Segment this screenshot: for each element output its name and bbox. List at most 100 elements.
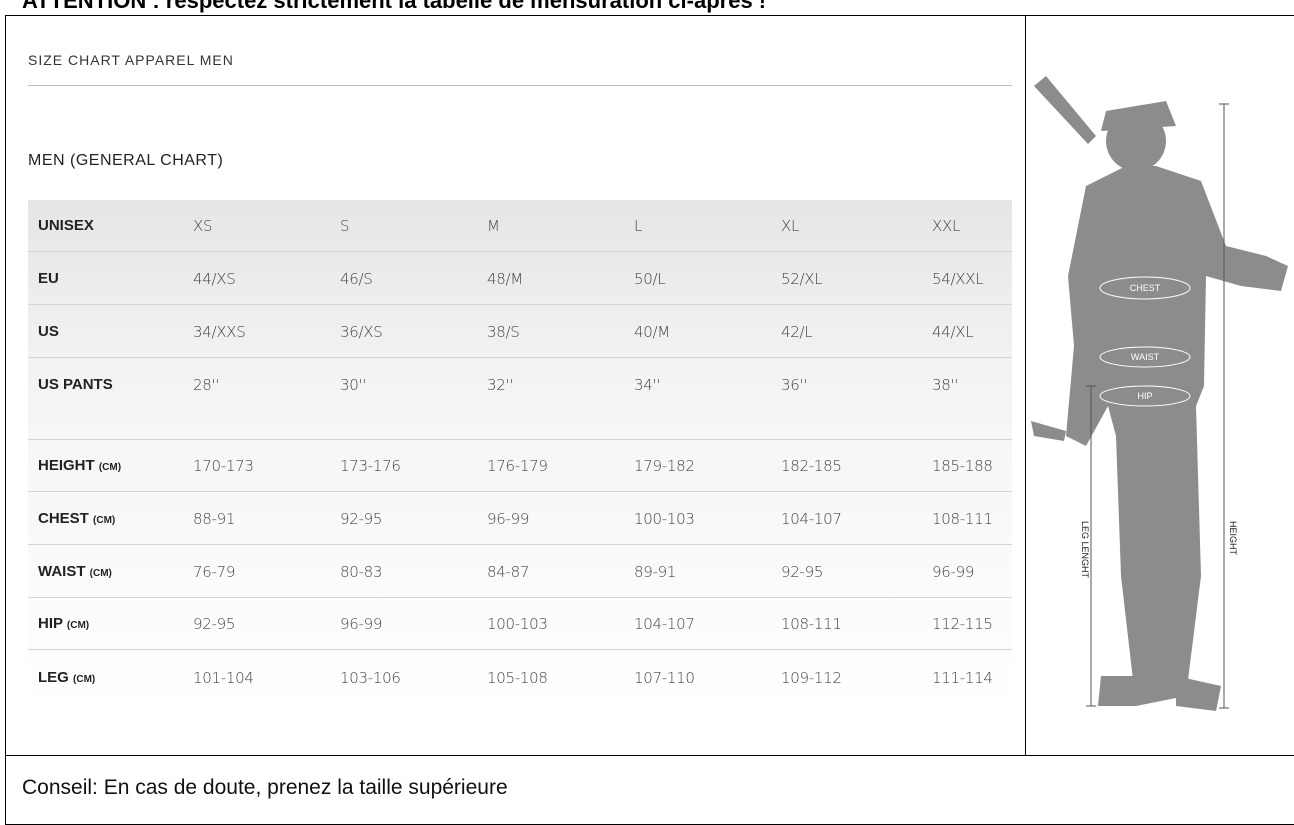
table-cell: 28'' [193,376,220,394]
table-cell: 32'' [487,376,514,394]
header-row: UNISEX XS S M L XL XXL [28,200,1012,252]
table-cell: 36'' [781,376,808,394]
row-label: HEIGHT (CM) [38,457,121,474]
table-cell: 80-83 [340,562,383,581]
row-label: CHEST (CM) [38,510,115,527]
chart-title: SIZE CHART APPAREL MEN [28,52,234,68]
table-cell: 88-91 [193,509,236,528]
table-cell: 52/XL [781,269,823,288]
table-cell: 92-95 [193,615,236,633]
table-cell: 44/XS [193,269,236,288]
table-cell: 92-95 [340,509,383,528]
table-cell: 44/XL [932,322,974,341]
table-cell: 50/L [634,269,666,288]
chart-subtitle: MEN (GENERAL CHART) [28,152,224,169]
table-cell: 76-79 [193,562,236,581]
table-cell: 103-106 [340,668,401,687]
header-label: UNISEX [38,217,94,234]
table-cell: 30'' [340,376,367,394]
silhouette [1031,76,1288,711]
table-cell: 111-114 [932,668,993,687]
table-cell: 38/S [487,322,520,341]
table-cell: 179-182 [634,457,695,475]
row-unit: (CM) [89,567,112,579]
row-label-text: US PANTS [38,376,113,393]
chest-label: CHEST [1130,283,1161,293]
footer-note: Conseil: En cas de doute, prenez la tail… [22,776,508,799]
table-cell: 40/M [634,322,670,341]
table-row: WAIST (CM) 76-79 80-83 84-87 89-91 92-95 96-99 [28,545,1012,598]
table-cell: 38'' [932,376,959,394]
table-cell: 112-115 [932,615,993,633]
header-cell: XXL [932,217,961,235]
row-unit: (CM) [66,620,90,631]
row-label: LEG (CM) [38,669,95,686]
header-cell: M [487,217,500,235]
figure: CHEST WAIST HIP LEG LENGHT HEIGHT [1031,76,1288,711]
table-cell: 107-110 [634,668,695,687]
row-unit: (CM) [98,462,122,473]
table-row: US PANTS 28'' 30'' 32'' 34'' 36'' 38'' [28,358,1012,440]
table-cell: 100-103 [634,509,695,528]
row-label: WAIST (CM) [38,563,112,580]
row-label: US PANTS [38,376,113,393]
table-cell: 36/XS [340,322,383,341]
table-cell: 89-91 [634,562,677,581]
table-cell: 109-112 [781,668,842,687]
header-cell: S [340,217,350,235]
waist-label: WAIST [1131,352,1160,362]
table-cell: 182-185 [781,457,842,475]
table-cell: 34'' [634,376,661,394]
header-cell: L [634,217,643,235]
row-label-text: HIP [38,615,63,632]
table-cell: 84-87 [487,562,530,581]
table-cell: 105-108 [487,668,548,687]
row-unit: (CM) [93,514,116,526]
header-cell: XS [193,217,213,235]
table-row: HIP (CM) 92-95 96-99 100-103 104-107 108-111 1… [28,598,1012,650]
table-cell: 100-103 [487,615,548,633]
header-cell: XL [781,217,800,235]
table-cell: 96-99 [932,562,975,581]
divider [5,755,1294,756]
table-cell: 92-95 [781,562,824,581]
row-label-text: EU [38,269,59,287]
row-label-text: WAIST [38,562,86,580]
row-label: HIP (CM) [38,615,89,632]
table-cell: 108-111 [932,509,993,528]
table-cell: 96-99 [340,615,383,633]
warning-title: ATTENTION : respectez strictement la tab… [22,0,767,13]
hip-label: HIP [1137,391,1152,401]
rule [28,85,1012,86]
row-label-text: HEIGHT [38,457,95,474]
row-unit: (CM) [73,673,96,685]
table-cell: 104-107 [781,509,842,528]
row-label: US [38,323,59,340]
row-label-text: US [38,322,59,340]
table-cell: 101-104 [193,668,254,687]
table-cell: 42/L [781,322,813,341]
table-row: US 34/XXS 36/XS 38/S 40/M 42/L 44/XL [28,305,1012,358]
table-cell: 173-176 [340,457,401,475]
table-cell: 54/XXL [932,269,984,288]
table-row: LEG (CM) 101-104 103-106 105-108 107-110 109-… [28,650,1012,705]
table-cell: 170-173 [193,457,254,475]
table-row: CHEST (CM) 88-91 92-95 96-99 100-103 104-107 1… [28,492,1012,545]
height-label: HEIGHT [1228,521,1238,556]
row-label-text: CHEST [38,509,89,527]
table-cell: 176-179 [487,457,548,475]
table-cell: 104-107 [634,615,695,633]
table-cell: 46/S [340,269,373,288]
table-cell: 185-188 [932,457,993,475]
table-row: HEIGHT (CM) 170-173 173-176 176-179 179-182 1… [28,440,1012,492]
table-cell: 48/M [487,269,523,288]
row-label-text: LEG [38,668,69,686]
divider [1025,15,1026,755]
size-table: UNISEX XS S M L XL XXL EU 44/XS 46/S 48/M 50/L 52/XL… [28,200,1012,705]
table-cell: 96-99 [487,509,530,528]
leg-label: LEG LENGHT [1080,521,1090,579]
row-label: EU [38,270,59,287]
table-cell: 108-111 [781,615,842,633]
table-row: EU 44/XS 46/S 48/M 50/L 52/XL 54/XXL [28,252,1012,305]
